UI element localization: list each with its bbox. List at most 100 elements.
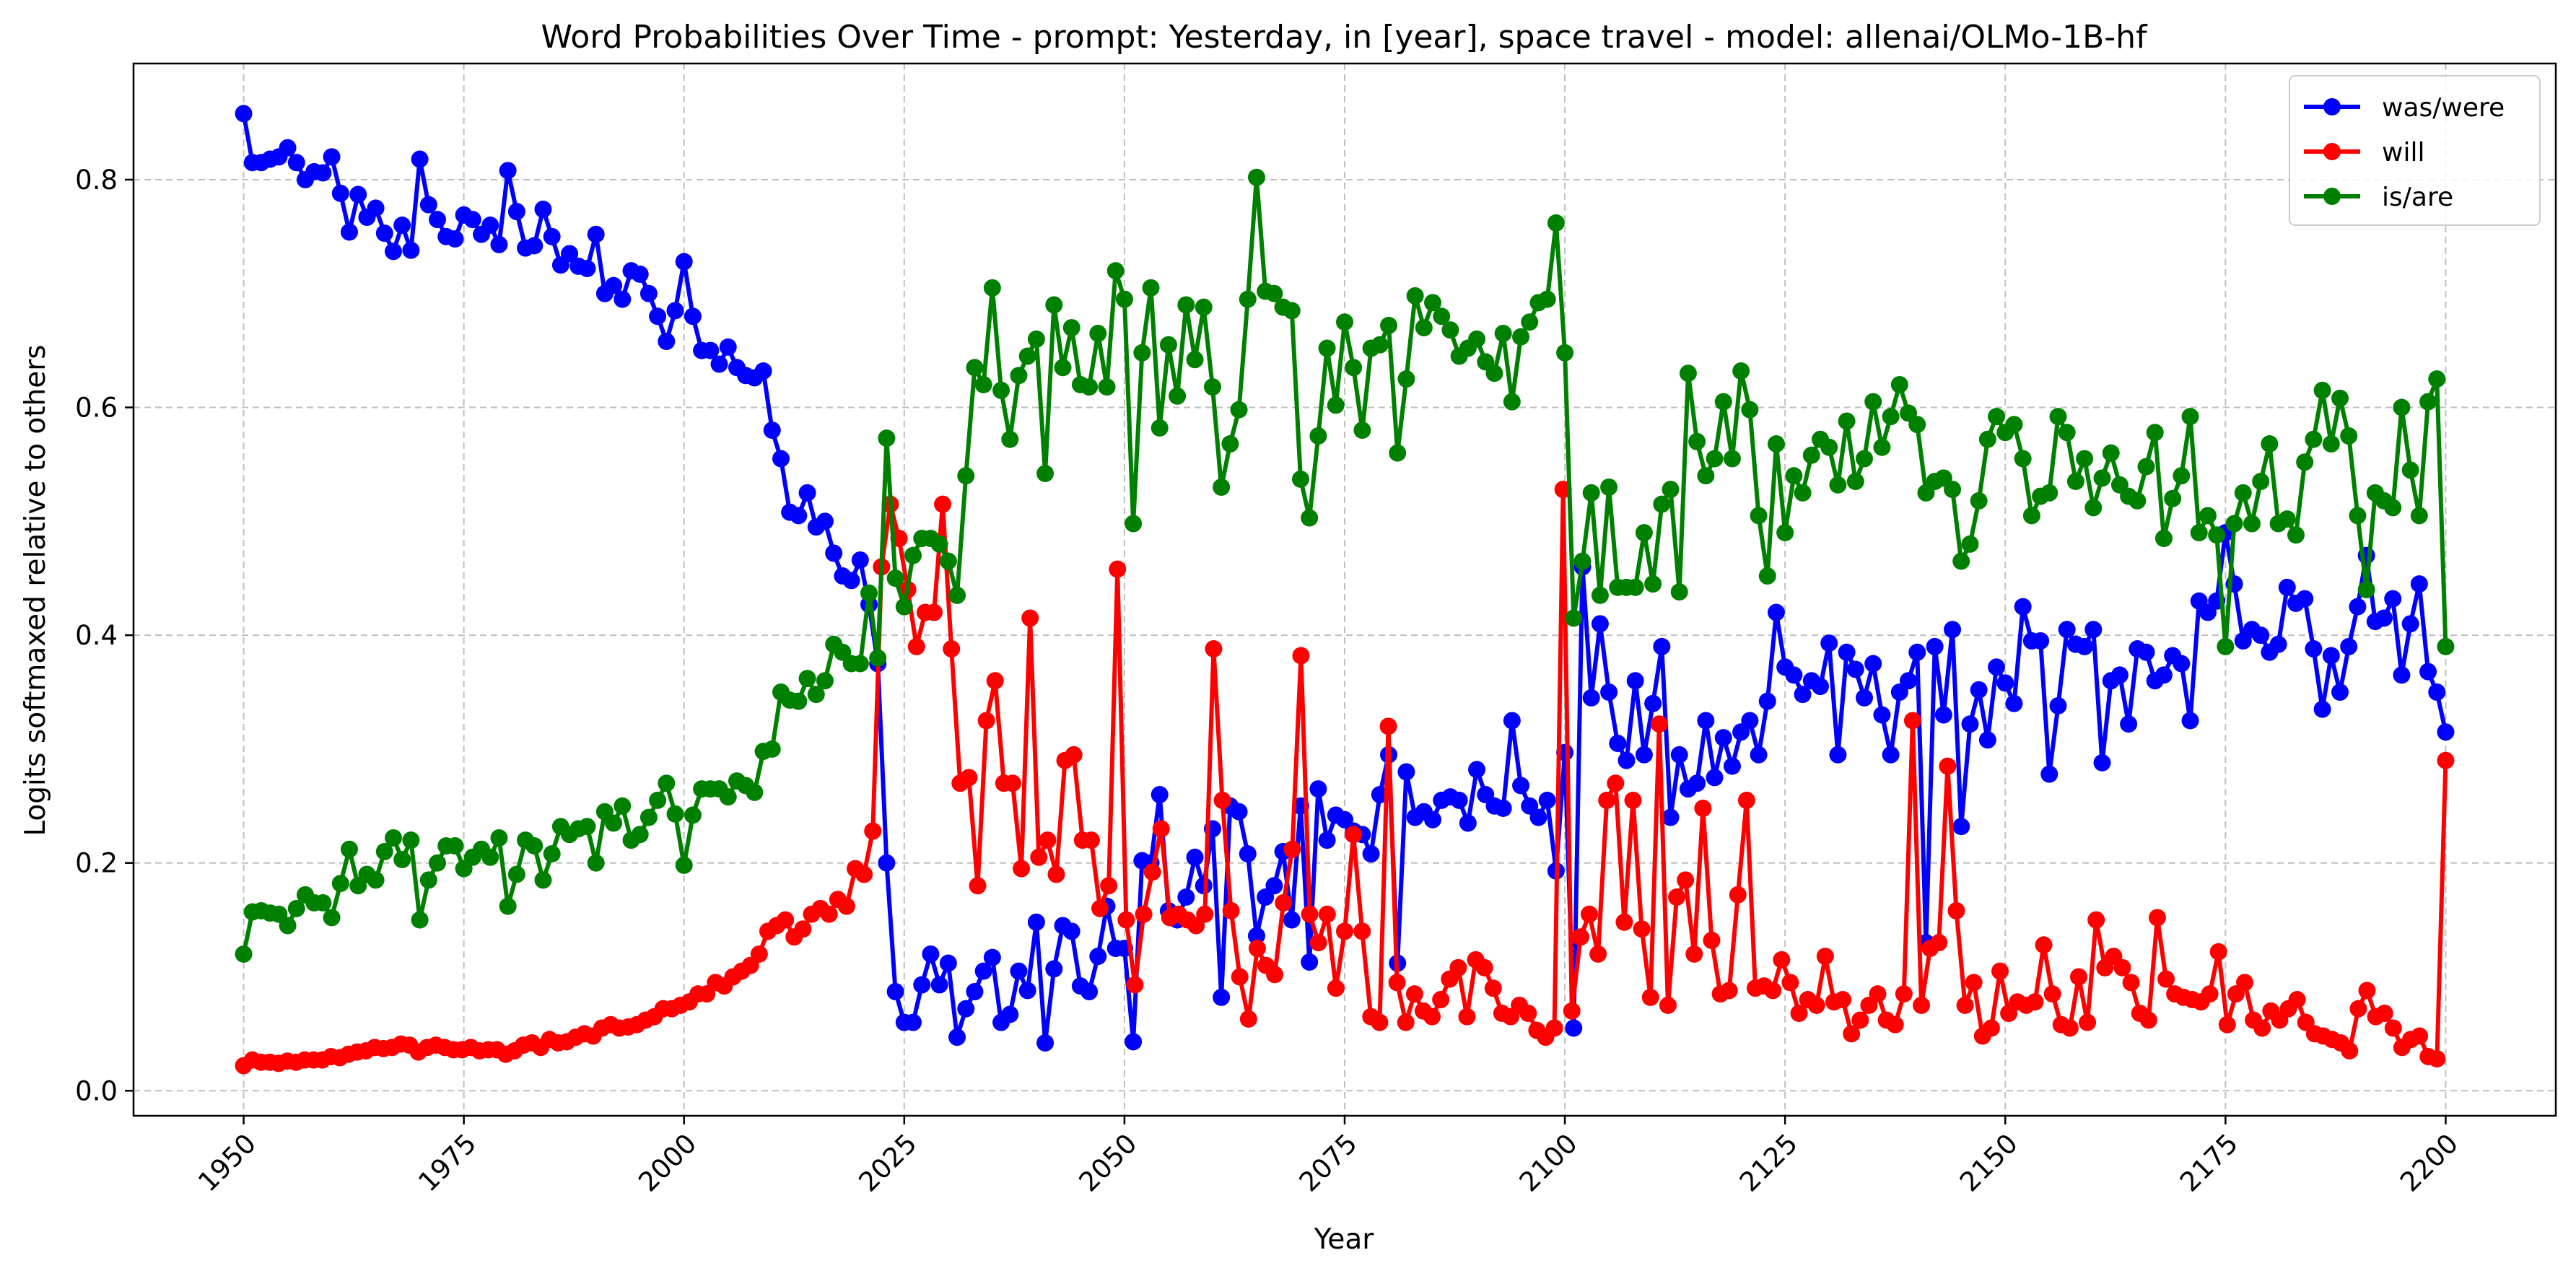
data-point bbox=[235, 945, 253, 963]
data-point bbox=[1732, 362, 1750, 380]
data-point bbox=[561, 245, 579, 263]
data-point bbox=[1903, 712, 1921, 730]
data-point bbox=[1458, 1008, 1476, 1026]
data-point bbox=[1371, 336, 1389, 354]
data-point bbox=[639, 808, 658, 826]
data-point bbox=[957, 467, 975, 485]
data-point bbox=[1275, 893, 1293, 912]
data-point bbox=[1221, 435, 1239, 453]
legend-swatch-marker bbox=[2323, 188, 2341, 205]
data-point bbox=[1633, 920, 1651, 938]
data-point bbox=[481, 217, 499, 235]
data-point bbox=[1688, 432, 1706, 450]
data-point bbox=[2349, 1000, 2367, 1018]
data-point bbox=[2032, 632, 2050, 650]
data-point bbox=[790, 692, 808, 710]
data-point bbox=[534, 200, 552, 218]
data-point bbox=[1336, 313, 1353, 331]
data-point bbox=[684, 806, 702, 824]
data-point bbox=[1266, 966, 1284, 984]
data-point bbox=[507, 203, 525, 221]
data-point bbox=[1379, 717, 1397, 735]
data-point bbox=[1624, 791, 1642, 809]
data-point bbox=[1856, 450, 1874, 468]
data-point bbox=[675, 856, 693, 874]
data-point bbox=[534, 871, 552, 889]
data-point bbox=[1441, 321, 1459, 339]
data-point bbox=[1988, 408, 2006, 426]
data-point bbox=[1512, 328, 1530, 346]
data-point bbox=[1807, 996, 1825, 1014]
data-point bbox=[2236, 974, 2253, 992]
data-point bbox=[2137, 643, 2155, 661]
data-point bbox=[1327, 979, 1345, 997]
data-point bbox=[1978, 430, 1996, 448]
data-point bbox=[1424, 294, 1442, 312]
data-point bbox=[1309, 934, 1327, 952]
data-point bbox=[1653, 637, 1671, 655]
data-point bbox=[2084, 499, 2103, 517]
data-point bbox=[314, 164, 332, 182]
data-point bbox=[1662, 481, 1680, 499]
data-point bbox=[1729, 886, 1747, 904]
data-point bbox=[1362, 845, 1380, 863]
data-point bbox=[1265, 284, 1283, 302]
data-point bbox=[1926, 637, 1944, 655]
data-point bbox=[639, 284, 658, 302]
data-point bbox=[1820, 634, 1838, 652]
data-point bbox=[1213, 988, 1231, 1006]
data-point bbox=[2154, 529, 2173, 547]
data-point bbox=[1205, 640, 1223, 658]
data-point bbox=[605, 276, 623, 294]
data-point bbox=[1794, 484, 1812, 502]
data-point bbox=[1100, 877, 1118, 895]
data-point bbox=[798, 670, 816, 688]
data-point bbox=[2137, 458, 2155, 476]
data-point bbox=[684, 307, 702, 325]
data-point bbox=[2040, 765, 2058, 783]
data-point bbox=[393, 850, 411, 868]
data-point bbox=[2014, 598, 2032, 616]
data-point bbox=[1389, 444, 1407, 462]
data-point bbox=[499, 162, 517, 180]
data-point bbox=[1538, 290, 1556, 308]
data-point bbox=[331, 184, 349, 202]
data-point bbox=[1065, 746, 1083, 764]
data-point bbox=[904, 1013, 922, 1031]
data-point bbox=[2261, 435, 2279, 453]
data-point bbox=[235, 105, 253, 123]
data-point bbox=[2287, 526, 2305, 544]
data-point bbox=[587, 854, 605, 872]
data-point bbox=[930, 976, 948, 994]
data-point bbox=[1397, 1013, 1415, 1031]
data-point bbox=[1589, 945, 1607, 963]
data-point bbox=[2288, 991, 2306, 1009]
data-point bbox=[2278, 578, 2296, 596]
data-point bbox=[1816, 948, 1834, 966]
data-point bbox=[1169, 387, 1187, 405]
data-point bbox=[913, 976, 931, 994]
data-point bbox=[1301, 905, 1319, 923]
data-point bbox=[1952, 818, 1970, 836]
data-point bbox=[1062, 319, 1080, 337]
data-point bbox=[1089, 948, 1107, 966]
data-point bbox=[1459, 814, 1477, 832]
data-point bbox=[2296, 590, 2314, 608]
data-point bbox=[1135, 905, 1153, 923]
data-point bbox=[1432, 991, 1450, 1009]
data-point bbox=[429, 854, 447, 872]
data-point bbox=[1449, 958, 1467, 976]
data-point bbox=[2157, 970, 2175, 988]
data-point bbox=[1283, 911, 1301, 929]
data-point bbox=[1882, 408, 1900, 426]
data-point bbox=[2164, 489, 2182, 507]
data-point bbox=[1133, 344, 1151, 362]
data-point bbox=[287, 154, 305, 172]
y-axis-label: Logits softmaxed relative to others bbox=[19, 344, 52, 836]
data-point bbox=[1838, 412, 1856, 430]
data-point bbox=[1970, 491, 1988, 510]
data-point bbox=[2269, 635, 2287, 653]
data-point bbox=[2341, 1042, 2359, 1060]
data-point bbox=[1626, 672, 1644, 690]
data-point bbox=[2113, 958, 2131, 976]
